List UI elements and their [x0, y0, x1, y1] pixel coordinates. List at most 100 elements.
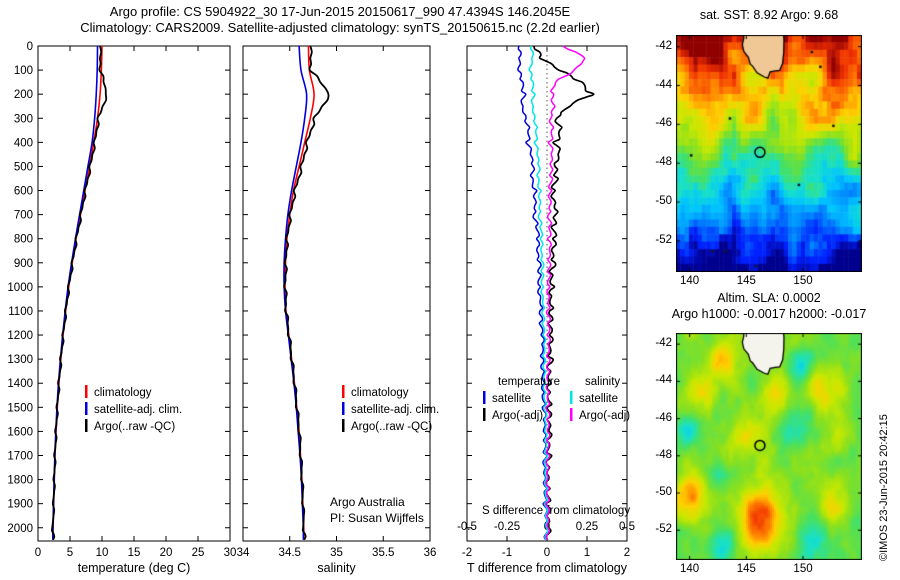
sst-map-title: sat. SST: 8.92 Argo: 9.68	[699, 8, 839, 22]
y-tick-label: 700	[14, 210, 33, 222]
y-tick-label: 100	[14, 65, 33, 77]
x-tick-label: 34	[237, 547, 250, 559]
panel-annotation: Argo Australia	[330, 495, 405, 509]
legend-label-argo-raw: Argo(..raw -QC)	[94, 421, 175, 433]
map-lat-tick-label: -46	[655, 117, 672, 130]
legend-swatch-climatology	[85, 385, 88, 398]
y-tick-label: 600	[14, 186, 33, 198]
y-tick-label: 0	[27, 41, 33, 53]
s-diff-tick-label: -0.5	[457, 521, 477, 533]
y-tick-label: 1100	[8, 306, 33, 318]
map-lat-tick-label: -48	[655, 448, 672, 461]
panel-annotation: PI: Susan Wijffels	[330, 511, 424, 525]
profile-line-satellite-adj-clim	[51, 45, 99, 540]
map-lat-tick-label: -52	[655, 523, 672, 536]
y-tick-label: 900	[14, 258, 33, 270]
y-tick-label: 1200	[7, 330, 33, 342]
s-diff-tick-label: -0.25	[494, 521, 520, 533]
salinity-profile-panel: 34 34.5 35 35.5 36 salinity climatology satelli…	[237, 45, 439, 575]
sla-map	[676, 333, 862, 560]
x-tick-label: 25	[192, 547, 205, 559]
difference-panel: -2 -1 0 1 2 T difference from climatology S di…	[457, 45, 635, 575]
profile-line-argo-raw	[283, 45, 330, 541]
legend-label: Argo(-adj)	[579, 410, 630, 422]
legend-label-climatology: climatology	[94, 387, 152, 399]
legend-label-climatology: climatology	[351, 387, 409, 399]
s-diff-tick-label: 0.5	[619, 521, 635, 533]
y-tick-label: 1500	[7, 402, 33, 414]
legend-swatch-satellite-adj-clim	[85, 402, 88, 415]
figure-title-line1: Argo profile: CS 5904922_30 17-Jun-2015 …	[109, 4, 571, 19]
y-tick-label: 400	[14, 137, 33, 149]
x-tick-label: 5	[67, 547, 73, 559]
x-tick-label: 15	[128, 547, 141, 559]
y-tick-label: 1400	[7, 378, 33, 390]
legend-label: satellite	[579, 393, 618, 405]
x-tick-label: 20	[160, 547, 173, 559]
map-lon-tick-label: 150	[793, 275, 813, 287]
sst-map	[676, 35, 862, 272]
x-tick-label: 0	[35, 547, 41, 559]
legend-swatch	[483, 408, 486, 421]
y-tick-label: 1000	[7, 282, 33, 294]
x-tick-label: 34.5	[279, 547, 301, 559]
legend-label-satellite-adj-clim: satellite-adj. clim.	[351, 404, 439, 416]
map-lat-tick-label: -44	[655, 78, 672, 91]
x-tick-label: 10	[96, 547, 109, 559]
map-lat-tick-label: -48	[655, 156, 672, 169]
legend-label-satellite-adj-clim: satellite-adj. clim.	[94, 404, 182, 416]
map-lon-tick-label: 145	[736, 563, 756, 575]
s-diff-axis-label: S difference from climatology	[482, 505, 630, 517]
map-lon-tick-label: 140	[680, 563, 700, 575]
x-tick-label: 35.5	[372, 547, 394, 559]
legend-swatch-argo-raw	[85, 419, 88, 432]
legend-label-argo-raw: Argo(..raw -QC)	[351, 421, 432, 433]
legend-swatch-argo-raw	[342, 419, 345, 432]
y-tick-label: 300	[14, 113, 33, 125]
diff-line-s-diff-argo	[544, 45, 586, 541]
diff-line-t-diff-argo	[533, 45, 595, 541]
temperature-profile-panel: 0 5 10 15 20 25 300100200300400500600700800900…	[7, 41, 236, 575]
y-tick-label: 2000	[7, 523, 33, 535]
map-lon-tick-label: 150	[793, 563, 813, 575]
legend-swatch	[483, 391, 486, 404]
x-axis-label: salinity	[317, 561, 356, 575]
map-lon-tick-label: 140	[680, 275, 700, 287]
map-lat-tick-label: -50	[655, 195, 672, 208]
y-tick-label: 500	[14, 161, 33, 173]
y-tick-label: 200	[14, 89, 33, 101]
axes-box	[242, 45, 431, 542]
t-diff-tick-label: -1	[502, 547, 512, 559]
map-lat-tick-label: -46	[655, 411, 672, 424]
t-diff-tick-label: 1	[584, 547, 590, 559]
y-tick-label: 1900	[7, 499, 33, 511]
y-tick-label: 1800	[7, 475, 33, 487]
x-tick-label: 35	[330, 547, 343, 559]
y-tick-label: 800	[14, 234, 33, 246]
legend-swatch	[570, 408, 573, 421]
map-lat-tick-label: -42	[655, 337, 672, 350]
map-lon-tick-label: 145	[736, 275, 756, 287]
legend-label: satellite	[492, 393, 531, 405]
profile-line-argo-raw	[50, 45, 108, 541]
map-lat-tick-label: -44	[655, 374, 672, 387]
y-tick-label: 1700	[7, 450, 33, 462]
x-axis-label: temperature (deg C)	[78, 561, 191, 575]
t-diff-tick-label: 0	[544, 547, 550, 559]
legend-swatch-climatology	[342, 385, 345, 398]
y-tick-label: 1300	[7, 354, 33, 366]
s-diff-tick-label: 0.25	[576, 521, 598, 533]
figure-title-line2: Climatology: CARS2009. Satellite-adjuste…	[80, 20, 600, 35]
sla-map-title-line2: Argo h1000: -0.0017 h2000: -0.017	[671, 307, 867, 321]
map-lat-tick-label: -50	[655, 486, 672, 499]
y-tick-label: 1600	[7, 426, 33, 438]
x-tick-label: 36	[424, 547, 437, 559]
t-diff-axis-label: T difference from climatology	[467, 561, 628, 575]
legend-swatch	[570, 391, 573, 404]
legend-label: Argo(-adj)	[492, 410, 543, 422]
diff-line-t-diff-satellite	[517, 45, 549, 541]
legend-header-temperature: temperature	[498, 376, 560, 388]
map-lat-tick-label: -52	[655, 233, 672, 246]
legend-swatch-satellite-adj-clim	[342, 402, 345, 415]
